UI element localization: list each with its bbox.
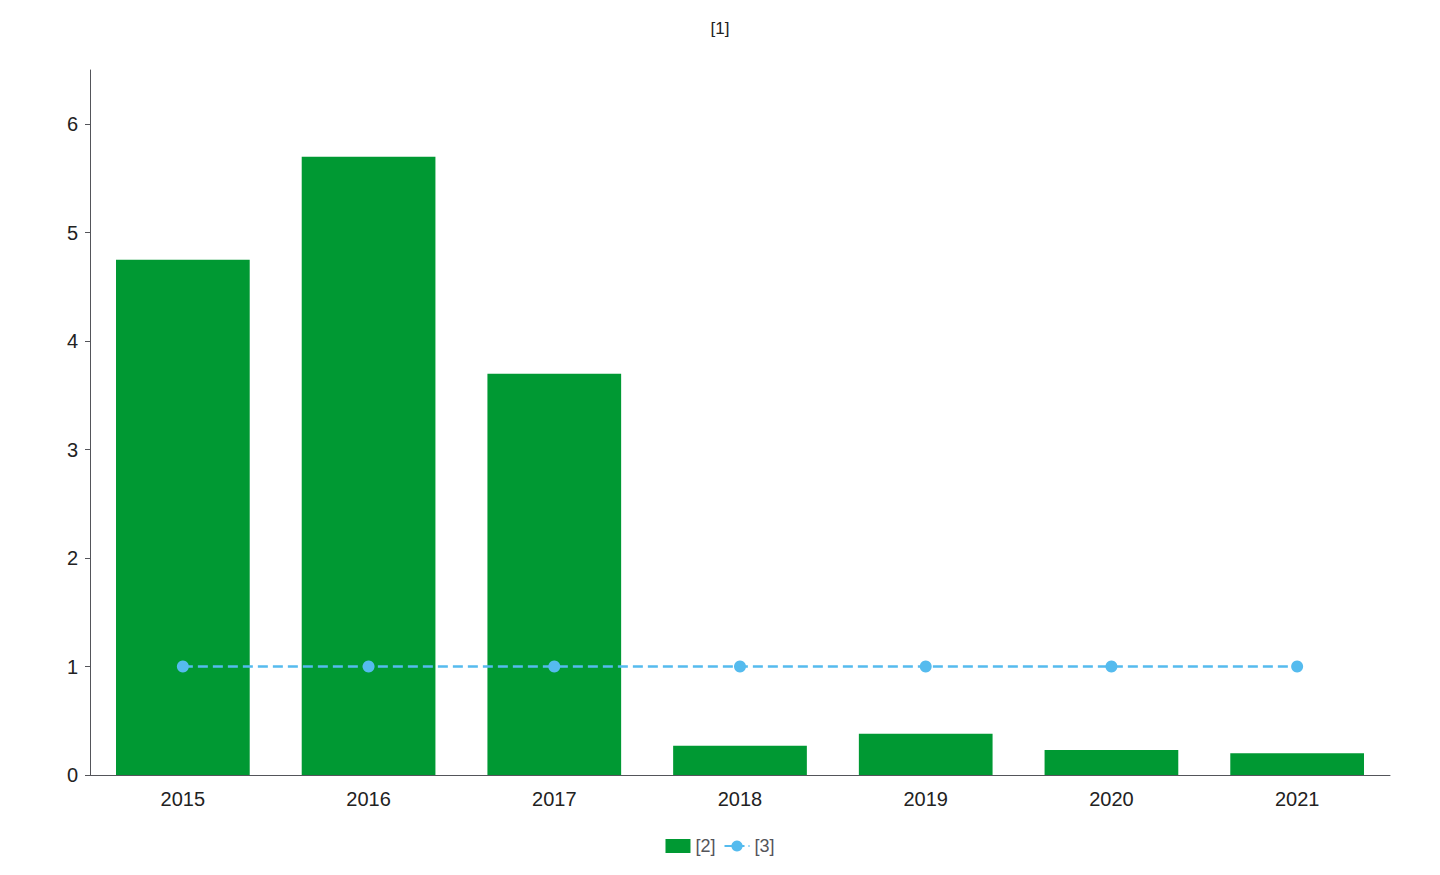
svg-text:1: 1	[67, 656, 78, 678]
svg-text:5: 5	[67, 222, 78, 244]
svg-text:2019: 2019	[903, 788, 948, 810]
svg-text:2: 2	[67, 547, 78, 569]
svg-text:3: 3	[67, 439, 78, 461]
svg-text:4: 4	[67, 330, 78, 352]
svg-text:2018: 2018	[718, 788, 763, 810]
svg-text:6: 6	[67, 113, 78, 135]
svg-text:0: 0	[67, 764, 78, 786]
svg-text:2020: 2020	[1089, 788, 1134, 810]
svg-text:2017: 2017	[532, 788, 577, 810]
svg-text:2016: 2016	[346, 788, 391, 810]
svg-text:[2]: [2]	[695, 836, 715, 856]
svg-text:[1]: [1]	[711, 19, 730, 38]
svg-text:2015: 2015	[161, 788, 206, 810]
svg-text:2021: 2021	[1275, 788, 1320, 810]
svg-text:[3]: [3]	[755, 836, 775, 856]
